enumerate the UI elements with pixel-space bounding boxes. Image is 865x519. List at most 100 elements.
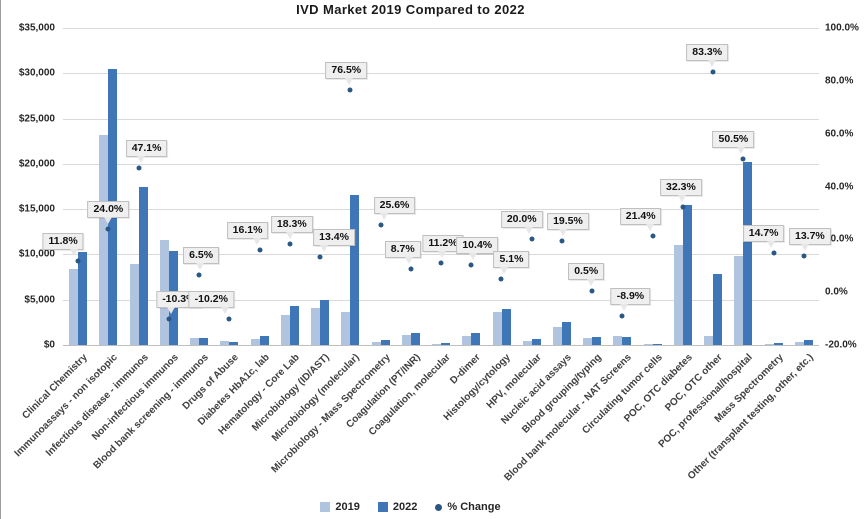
legend-swatch-2019-icon: [320, 502, 331, 512]
bar-2022: [410, 333, 420, 345]
secondary-y-axis-tick-label: 100.0%: [825, 22, 859, 34]
pct-change-label: -10.2%: [188, 291, 234, 309]
pct-label-tail: [559, 228, 568, 236]
bar-2019: [311, 307, 320, 345]
bar-2019: [643, 343, 653, 345]
bar-2022: [773, 342, 783, 345]
pct-change-marker: [136, 165, 142, 171]
pct-change-marker: [75, 258, 81, 264]
pct-change-marker: [166, 316, 172, 322]
gridline: [63, 209, 819, 211]
pct-change-label: 47.1%: [125, 139, 168, 157]
pct-change-marker: [740, 156, 746, 162]
pct-change-marker: [378, 222, 384, 228]
pct-change-marker: [680, 204, 686, 210]
bar-2019: [704, 335, 714, 345]
legend: 2019 2022 % Change: [1, 501, 820, 513]
bar-2019: [553, 326, 562, 345]
bar-2019: [673, 245, 683, 345]
pct-change-marker: [559, 238, 565, 244]
bar-2022: [259, 336, 269, 345]
pct-label-tail: [468, 252, 477, 260]
bar-2022: [320, 299, 329, 345]
bar-2019: [129, 264, 139, 345]
pct-change-label: 32.3%: [660, 178, 702, 196]
y-axis-tick-label: $0: [43, 339, 55, 351]
pct-change-marker: [105, 226, 111, 232]
bar-2019: [401, 334, 411, 345]
bar-2022: [289, 306, 299, 345]
legend-label-2019: 2019: [335, 501, 360, 513]
pct-change-label: 16.1%: [226, 221, 269, 239]
pct-label-tail: [70, 248, 79, 256]
bar-2022: [229, 341, 239, 345]
pct-change-label: 5.1%: [493, 250, 530, 268]
pct-label-tail: [801, 243, 810, 251]
secondary-y-axis-tick-label: -20.0%: [825, 339, 857, 351]
pct-change-marker: [468, 262, 474, 268]
bar-2022: [471, 333, 481, 345]
pct-label-tail: [220, 307, 229, 315]
gridline: [63, 163, 819, 165]
pct-change-marker: [438, 260, 444, 266]
secondary-y-axis-tick-label: 80.0%: [825, 75, 854, 87]
pct-change-label: 24.0%: [87, 200, 130, 218]
pct-change-marker: [347, 87, 353, 93]
pct-label-tail: [136, 155, 145, 163]
pct-label-tail: [286, 231, 295, 239]
bar-2022: [743, 162, 753, 345]
bar-2022: [531, 339, 541, 345]
bar-2019: [794, 342, 804, 345]
gridline: [63, 299, 819, 301]
y-axis-tick-label: $35,000: [18, 22, 55, 34]
bar-2019: [371, 342, 381, 345]
pct-change-label: 13.7%: [788, 227, 831, 245]
bar-2019: [280, 315, 290, 345]
pct-change-marker: [801, 253, 807, 259]
bar-2022: [501, 308, 511, 345]
bar-2019: [492, 311, 502, 345]
pct-label-tail: [678, 194, 687, 202]
pct-change-label: 13.4%: [313, 228, 355, 246]
bar-2019: [583, 338, 593, 345]
legend-swatch-2022-icon: [377, 502, 388, 512]
bar-2022: [713, 274, 723, 345]
pct-change-marker: [498, 276, 504, 282]
bar-2019: [220, 341, 230, 345]
pct-change-marker: [589, 288, 595, 294]
pct-label-tail: [195, 262, 204, 270]
bar-2019: [462, 335, 472, 345]
pct-change-marker: [529, 236, 535, 242]
y-axis-tick-label: $20,000: [18, 158, 55, 170]
bar-2019: [99, 134, 109, 345]
y-axis-tick-label: $10,000: [18, 248, 55, 260]
pct-change-label: 20.0%: [500, 211, 543, 229]
pct-change-marker: [408, 266, 414, 272]
y-axis-tick-label: $25,000: [18, 113, 55, 125]
pct-change-marker: [257, 247, 263, 253]
bar-2019: [190, 338, 200, 345]
gridline: [63, 73, 819, 75]
bar-2019: [734, 256, 744, 345]
secondary-y-axis-tick-label: 20.0%: [825, 233, 854, 245]
pct-change-marker: [650, 233, 656, 239]
pct-label-tail: [525, 227, 534, 235]
pct-label-tail: [707, 60, 716, 68]
pct-label-tail: [104, 216, 113, 224]
bar-2022: [78, 251, 88, 345]
pct-change-marker: [317, 254, 323, 260]
pct-change-label: 83.3%: [686, 44, 729, 62]
pct-change-label: 50.5%: [712, 130, 755, 148]
gridline: [63, 28, 819, 29]
secondary-y-axis-tick-label: 60.0%: [825, 128, 854, 140]
pct-label-tail: [380, 212, 389, 220]
bar-2019: [613, 335, 623, 345]
bar-2019: [69, 268, 79, 345]
secondary-y-axis-tick-label: 40.0%: [825, 181, 854, 192]
bar-2022: [138, 187, 148, 345]
bar-2019: [764, 343, 774, 345]
bar-2022: [682, 204, 692, 345]
pct-change-label: 10.4%: [456, 236, 499, 254]
bar-2019: [522, 341, 532, 345]
pct-change-marker: [619, 313, 625, 319]
